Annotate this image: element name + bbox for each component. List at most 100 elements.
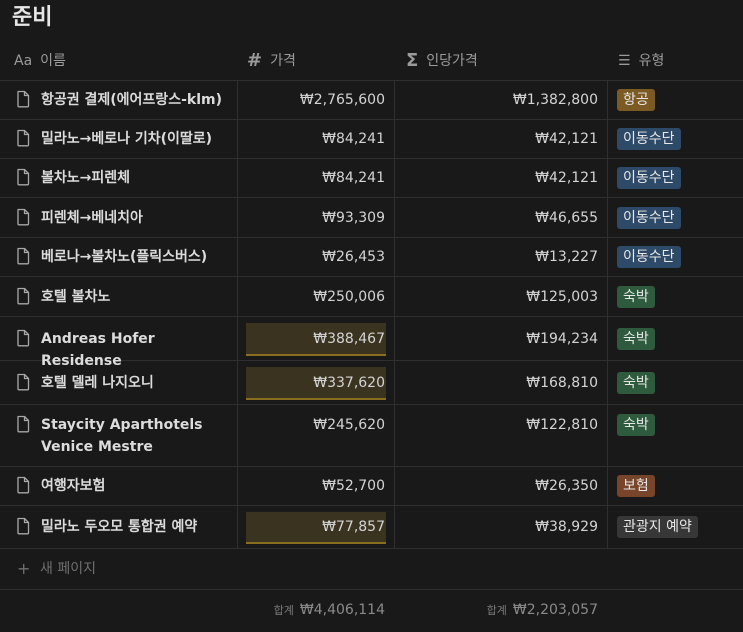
per-person-value: ₩194,234 bbox=[526, 331, 598, 347]
per-person-cell[interactable]: ₩42,121 bbox=[395, 120, 607, 158]
row-title: 호텔 볼차노 bbox=[41, 289, 111, 305]
name-cell[interactable]: 항공권 결제(에어프랑스-klm) bbox=[14, 89, 236, 111]
type-cell[interactable]: 숙박 bbox=[617, 328, 655, 350]
price-cell[interactable]: ₩337,620 bbox=[238, 361, 394, 404]
per-person-cell[interactable]: ₩42,121 bbox=[395, 159, 607, 197]
page-title: 준비 bbox=[12, 5, 53, 30]
type-cell[interactable]: 숙박 bbox=[617, 286, 655, 308]
table-row[interactable]: 호텔 델레 나지오니 ₩337,620 ₩168,810 숙박 bbox=[0, 361, 743, 405]
per-person-cell[interactable]: ₩13,227 bbox=[395, 238, 607, 276]
page-icon bbox=[17, 247, 30, 265]
column-header-name-label: 이름 bbox=[40, 53, 66, 69]
column-header-type-label: 유형 bbox=[638, 53, 665, 69]
name-cell[interactable]: 밀라노→베로나 기차(이딸로) bbox=[14, 128, 236, 150]
type-tag: 이동수단 bbox=[617, 246, 681, 268]
per-person-cell[interactable]: ₩168,810 bbox=[395, 361, 607, 404]
per-person-total-value: ₩2,203,057 bbox=[512, 602, 598, 618]
price-cell[interactable]: ₩93,309 bbox=[238, 198, 394, 237]
page-icon bbox=[17, 415, 30, 433]
price-cell[interactable]: ₩245,620 bbox=[238, 405, 394, 466]
column-header-price[interactable]: # 가격 bbox=[247, 42, 296, 80]
table-row[interactable]: Andreas Hofer Residense ₩388,467 ₩194,234 숙… bbox=[0, 317, 743, 369]
price-cell[interactable]: ₩84,241 bbox=[238, 159, 394, 197]
price-cell[interactable]: ₩77,857 bbox=[238, 506, 394, 548]
name-cell[interactable]: 피렌체→베네치아 bbox=[14, 207, 236, 229]
per-person-cell[interactable]: ₩38,929 bbox=[395, 506, 607, 548]
table-row[interactable]: Staycity Aparthotels Venice Mestre ₩245,6… bbox=[0, 405, 743, 467]
per-person-value: ₩46,655 bbox=[535, 210, 598, 226]
row-title: Staycity Aparthotels Venice Mestre bbox=[41, 417, 203, 455]
per-person-value: ₩168,810 bbox=[526, 375, 598, 391]
table-row[interactable]: 여행자보험 ₩52,700 ₩26,350 보험 bbox=[0, 467, 743, 506]
type-tag: 숙박 bbox=[617, 414, 655, 436]
table-row[interactable]: 호텔 볼차노 ₩250,006 ₩125,003 숙박 bbox=[0, 277, 743, 317]
name-cell[interactable]: 호텔 델레 나지오니 bbox=[14, 372, 236, 394]
per-person-cell[interactable]: ₩46,655 bbox=[395, 198, 607, 237]
table-row[interactable]: 밀라노→베로나 기차(이딸로) ₩84,241 ₩42,121 이동수단 bbox=[0, 120, 743, 159]
per-person-cell[interactable]: ₩122,810 bbox=[395, 405, 607, 466]
type-tag: 항공 bbox=[617, 89, 655, 111]
price-cell[interactable]: ₩250,006 bbox=[238, 277, 394, 316]
number-property-icon: # bbox=[247, 50, 263, 71]
per-person-cell[interactable]: ₩1,382,800 bbox=[395, 80, 607, 119]
price-value: ₩52,700 bbox=[322, 478, 385, 494]
column-header-type[interactable]: ☰ 유형 bbox=[618, 42, 664, 80]
type-cell[interactable]: 숙박 bbox=[617, 372, 655, 394]
name-cell[interactable]: 여행자보험 bbox=[14, 475, 236, 497]
price-value: ₩250,006 bbox=[313, 289, 385, 305]
per-person-cell[interactable]: ₩125,003 bbox=[395, 277, 607, 316]
type-tag: 숙박 bbox=[617, 286, 655, 308]
page-icon bbox=[17, 90, 30, 108]
type-cell[interactable]: 이동수단 bbox=[617, 207, 681, 229]
price-value: ₩245,620 bbox=[313, 417, 385, 433]
page-icon bbox=[17, 329, 30, 347]
price-cell[interactable]: ₩84,241 bbox=[238, 120, 394, 158]
price-cell[interactable]: ₩388,467 bbox=[238, 317, 394, 360]
price-value: ₩2,765,600 bbox=[299, 92, 385, 108]
price-value: ₩77,857 bbox=[322, 519, 385, 535]
type-tag: 숙박 bbox=[617, 372, 655, 394]
type-tag: 보험 bbox=[617, 475, 655, 497]
price-cell[interactable]: ₩2,765,600 bbox=[238, 80, 394, 119]
per-person-value: ₩125,003 bbox=[526, 289, 598, 305]
type-cell[interactable]: 이동수단 bbox=[617, 246, 681, 268]
table-header: Aa 이름 # 가격 Σ 인당가격 ☰ 유형 bbox=[0, 42, 743, 81]
type-cell[interactable]: 숙박 bbox=[617, 414, 655, 436]
column-header-per-person[interactable]: Σ 인당가격 bbox=[406, 42, 478, 80]
name-cell[interactable]: Staycity Aparthotels Venice Mestre bbox=[14, 414, 236, 458]
row-title: 밀라노→베로나 기차(이딸로) bbox=[41, 131, 213, 147]
type-cell[interactable]: 이동수단 bbox=[617, 167, 681, 189]
name-cell[interactable]: 베로나→볼차노(플릭스버스) bbox=[14, 246, 236, 268]
column-divider bbox=[394, 80, 395, 549]
new-page-label: 새 페이지 bbox=[40, 561, 96, 577]
type-cell[interactable]: 항공 bbox=[617, 89, 655, 111]
name-cell[interactable]: Andreas Hofer Residense bbox=[14, 328, 236, 372]
price-value: ₩93,309 bbox=[322, 210, 385, 226]
page-icon bbox=[17, 476, 30, 494]
table-row[interactable]: 베로나→볼차노(플릭스버스) ₩26,453 ₩13,227 이동수단 bbox=[0, 238, 743, 277]
per-person-cell[interactable]: ₩26,350 bbox=[395, 467, 607, 505]
price-total[interactable]: 합계 ₩4,406,114 bbox=[274, 600, 385, 620]
per-person-cell[interactable]: ₩194,234 bbox=[395, 317, 607, 360]
per-person-total[interactable]: 합계 ₩2,203,057 bbox=[487, 600, 598, 620]
type-cell[interactable]: 보험 bbox=[617, 475, 655, 497]
name-cell[interactable]: 밀라노 두오모 통합권 예약 bbox=[14, 516, 236, 538]
column-divider bbox=[237, 80, 238, 549]
type-cell[interactable]: 관광지 예약 bbox=[617, 516, 698, 538]
new-page-button[interactable]: + 새 페이지 bbox=[0, 549, 743, 590]
row-title: 항공권 결제(에어프랑스-klm) bbox=[41, 92, 222, 108]
table-row[interactable]: 밀라노 두오모 통합권 예약 ₩77,857 ₩38,929 관광지 예약 bbox=[0, 506, 743, 549]
table-row[interactable]: 항공권 결제(에어프랑스-klm) ₩2,765,600 ₩1,382,800 항공 bbox=[0, 80, 743, 120]
cell-highlight bbox=[246, 323, 386, 356]
cell-highlight bbox=[246, 512, 386, 544]
price-cell[interactable]: ₩52,700 bbox=[238, 467, 394, 505]
table-row[interactable]: 볼차노→피렌체 ₩84,241 ₩42,121 이동수단 bbox=[0, 159, 743, 198]
text-property-icon: Aa bbox=[14, 53, 33, 69]
table-row[interactable]: 피렌체→베네치아 ₩93,309 ₩46,655 이동수단 bbox=[0, 198, 743, 238]
row-title: 호텔 델레 나지오니 bbox=[41, 375, 154, 391]
type-cell[interactable]: 이동수단 bbox=[617, 128, 681, 150]
column-header-name[interactable]: Aa 이름 bbox=[14, 42, 66, 80]
name-cell[interactable]: 볼차노→피렌체 bbox=[14, 167, 236, 189]
name-cell[interactable]: 호텔 볼차노 bbox=[14, 286, 236, 308]
price-cell[interactable]: ₩26,453 bbox=[238, 238, 394, 276]
